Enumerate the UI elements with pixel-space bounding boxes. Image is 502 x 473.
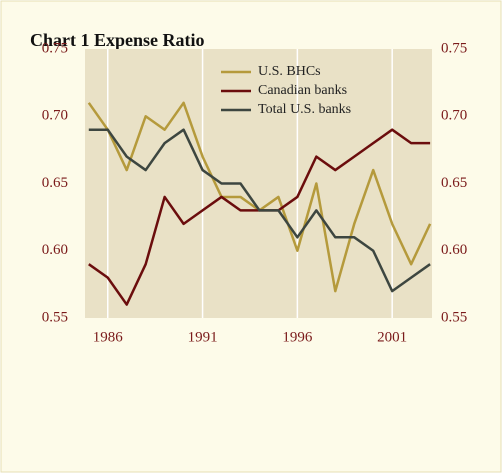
x-tick-label: 1991 [188,329,218,345]
y-tick-label: 0.65 [42,175,68,191]
y2-tick-label: 0.65 [441,175,467,191]
y2-tick-label: 0.70 [441,108,467,124]
y-tick-label: 0.70 [42,108,68,124]
y2-tick-label: 0.60 [441,242,467,258]
x-tick-label: 1996 [282,329,313,345]
y-tick-label: 0.60 [42,242,68,258]
y2-tick-label: 0.75 [441,40,467,56]
x-tick-label: 1986 [93,329,124,345]
legend-label: Total U.S. banks [258,102,351,117]
chart-title: Chart 1 Expense Ratio [30,30,205,50]
x-tick-label: 2001 [377,329,407,345]
legend-label: U.S. BHCs [258,64,321,79]
legend-label: Canadian banks [258,83,347,98]
y-tick-label: 0.55 [42,309,68,325]
y-tick-label: 0.75 [42,40,68,56]
y2-tick-label: 0.55 [441,309,467,325]
series-line [88,128,431,293]
